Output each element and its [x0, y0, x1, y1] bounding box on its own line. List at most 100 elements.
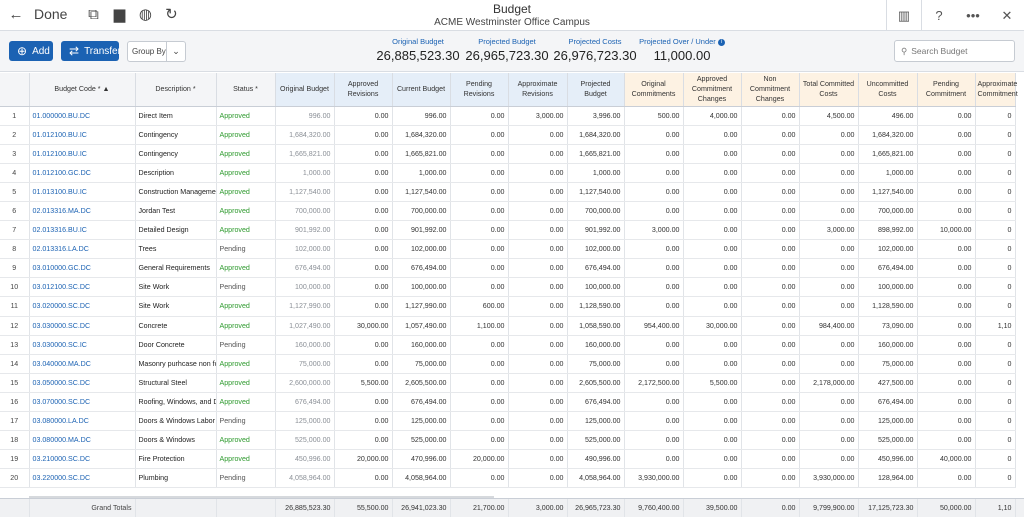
- amount-cell[interactable]: 676,494.00: [275, 392, 335, 413]
- column-header[interactable]: Approximate Revisions: [508, 73, 568, 107]
- amount-cell[interactable]: 3,930,000.00: [624, 468, 684, 489]
- amount-cell[interactable]: 0.00: [450, 163, 509, 183]
- amount-cell[interactable]: 490,996.00: [567, 449, 625, 470]
- amount-cell[interactable]: 0.00: [334, 392, 393, 413]
- amount-cell[interactable]: 125,000.00: [275, 411, 335, 432]
- amount-cell[interactable]: 0.00: [683, 277, 742, 298]
- table-row[interactable]: 12 03.030000.SC.DC Concrete Approved 1,027,4…: [0, 316, 1016, 336]
- amount-cell[interactable]: 5,500.00: [334, 373, 393, 393]
- amount-cell[interactable]: 0.00: [799, 258, 859, 279]
- table-row[interactable]: 1 01.000000.BU.DC Direct Item Approved 996.0…: [0, 106, 1016, 126]
- amount-cell[interactable]: 0.00: [741, 354, 800, 374]
- amount-cell[interactable]: 0.00: [334, 335, 393, 355]
- amount-cell[interactable]: 0.00: [334, 125, 393, 145]
- amount-cell[interactable]: 102,000.00: [858, 239, 918, 260]
- amount-cell[interactable]: 0: [975, 449, 1016, 470]
- sort-ascending-icon[interactable]: ▲: [100, 85, 110, 94]
- amount-cell[interactable]: 0.00: [917, 239, 976, 260]
- amount-cell[interactable]: 125,000.00: [858, 411, 918, 432]
- amount-cell[interactable]: 4,058,964.00: [567, 468, 625, 489]
- table-row[interactable]: 2 01.012100.BU.IC Contingency Approved 1,684…: [0, 125, 1016, 145]
- amount-cell[interactable]: 73,090.00: [858, 316, 918, 336]
- done-button[interactable]: Done: [34, 6, 68, 22]
- table-row[interactable]: 5 01.013100.BU.IC Construction Managemen Ap…: [0, 182, 1016, 202]
- amount-cell[interactable]: 160,000.00: [392, 335, 451, 355]
- amount-cell[interactable]: 0.00: [624, 144, 684, 164]
- amount-cell[interactable]: 0.00: [741, 258, 800, 279]
- table-row[interactable]: 3 01.012100.BU.IC Contingency Approved 1,665…: [0, 144, 1016, 164]
- table-row[interactable]: 9 03.010000.GC.DC General Requirements Appr…: [0, 258, 1016, 279]
- amount-cell[interactable]: 1,665,821.00: [275, 144, 335, 164]
- amount-cell[interactable]: 3,996.00: [567, 106, 625, 126]
- table-row[interactable]: 11 03.020000.SC.DC Site Work Approved 1,127,…: [0, 296, 1016, 317]
- amount-cell[interactable]: 0: [975, 277, 1016, 298]
- amount-cell[interactable]: 0.00: [508, 468, 568, 489]
- amount-cell[interactable]: 3,930,000.00: [799, 468, 859, 489]
- amount-cell[interactable]: 984,400.00: [799, 316, 859, 336]
- table-row[interactable]: 16 03.070000.SC.DC Roofing, Windows, and D…: [0, 392, 1016, 413]
- budget-code-link[interactable]: 03.012100.SC.DC: [29, 277, 136, 298]
- help-icon[interactable]: ?: [935, 8, 943, 23]
- amount-cell[interactable]: 1,10: [975, 316, 1016, 336]
- amount-cell[interactable]: 0.00: [741, 411, 800, 432]
- transfer-button[interactable]: ⇄ Transfer: [61, 41, 121, 61]
- print-icon[interactable]: ▆: [113, 6, 126, 23]
- amount-cell[interactable]: 0.00: [741, 239, 800, 260]
- amount-cell[interactable]: 0.00: [683, 430, 742, 451]
- amount-cell[interactable]: 4,500.00: [799, 106, 859, 126]
- amount-cell[interactable]: 0.00: [450, 125, 509, 145]
- amount-cell[interactable]: 0.00: [799, 449, 859, 470]
- amount-cell[interactable]: 0.00: [741, 316, 800, 336]
- table-row[interactable]: 6 02.013316.MA.DC Jordan Test Approved 700,0…: [0, 201, 1016, 222]
- amount-cell[interactable]: 0.00: [624, 449, 684, 470]
- amount-cell[interactable]: 0.00: [450, 373, 509, 393]
- amount-cell[interactable]: 0.00: [917, 392, 976, 413]
- amount-cell[interactable]: 676,494.00: [275, 258, 335, 279]
- amount-cell[interactable]: 40,000.00: [917, 449, 976, 470]
- amount-cell[interactable]: 0: [975, 468, 1016, 489]
- amount-cell[interactable]: 0.00: [917, 106, 976, 126]
- amount-cell[interactable]: 0: [975, 373, 1016, 393]
- amount-cell[interactable]: 0.00: [799, 277, 859, 298]
- amount-cell[interactable]: 4,000.00: [683, 106, 742, 126]
- table-row[interactable]: 4 01.012100.GC.DC Description Approved 1,000…: [0, 163, 1016, 183]
- budget-code-link[interactable]: 03.070000.SC.DC: [29, 392, 136, 413]
- amount-cell[interactable]: 0.00: [334, 468, 393, 489]
- amount-cell[interactable]: 0.00: [450, 258, 509, 279]
- amount-cell[interactable]: 100,000.00: [567, 277, 625, 298]
- table-row[interactable]: 19 03.210000.SC.DC Fire Protection Approved…: [0, 449, 1016, 470]
- amount-cell[interactable]: 0.00: [741, 296, 800, 317]
- table-row[interactable]: 17 03.080000.LA.DC Doors & Windows Labor Pe…: [0, 411, 1016, 432]
- amount-cell[interactable]: 496.00: [858, 106, 918, 126]
- amount-cell[interactable]: 3,000.00: [624, 220, 684, 241]
- amount-cell[interactable]: 0.00: [334, 144, 393, 164]
- amount-cell[interactable]: 0: [975, 430, 1016, 451]
- amount-cell[interactable]: 1,127,540.00: [858, 182, 918, 202]
- amount-cell[interactable]: 0.00: [450, 239, 509, 260]
- budget-code-link[interactable]: 03.210000.SC.DC: [29, 449, 136, 470]
- amount-cell[interactable]: 525,000.00: [858, 430, 918, 451]
- amount-cell[interactable]: 0.00: [741, 468, 800, 489]
- amount-cell[interactable]: 0.00: [508, 430, 568, 451]
- amount-cell[interactable]: 0.00: [683, 411, 742, 432]
- amount-cell[interactable]: 676,494.00: [567, 392, 625, 413]
- amount-cell[interactable]: 0.00: [508, 182, 568, 202]
- amount-cell[interactable]: 0.00: [917, 373, 976, 393]
- amount-cell[interactable]: 0.00: [683, 392, 742, 413]
- amount-cell[interactable]: 0.00: [683, 163, 742, 183]
- amount-cell[interactable]: 0: [975, 144, 1016, 164]
- amount-cell[interactable]: 676,494.00: [392, 258, 451, 279]
- amount-cell[interactable]: 0.00: [450, 430, 509, 451]
- budget-code-link[interactable]: 02.013316.LA.DC: [29, 239, 136, 260]
- table-row[interactable]: 8 02.013316.LA.DC Trees Pending 102,000.00 0.…: [0, 239, 1016, 260]
- amount-cell[interactable]: 2,605,500.00: [567, 373, 625, 393]
- amount-cell[interactable]: 1,058,590.00: [567, 316, 625, 336]
- amount-cell[interactable]: 0.00: [917, 258, 976, 279]
- amount-cell[interactable]: 0.00: [450, 201, 509, 222]
- amount-cell[interactable]: 125,000.00: [567, 411, 625, 432]
- column-header[interactable]: Approximate Commitment: [975, 73, 1018, 107]
- amount-cell[interactable]: 0.00: [334, 354, 393, 374]
- amount-cell[interactable]: 0.00: [624, 163, 684, 183]
- amount-cell[interactable]: 0.00: [624, 258, 684, 279]
- amount-cell[interactable]: 125,000.00: [392, 411, 451, 432]
